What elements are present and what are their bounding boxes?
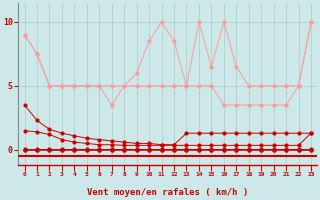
X-axis label: Vent moyen/en rafales ( km/h ): Vent moyen/en rafales ( km/h ) <box>87 188 248 197</box>
